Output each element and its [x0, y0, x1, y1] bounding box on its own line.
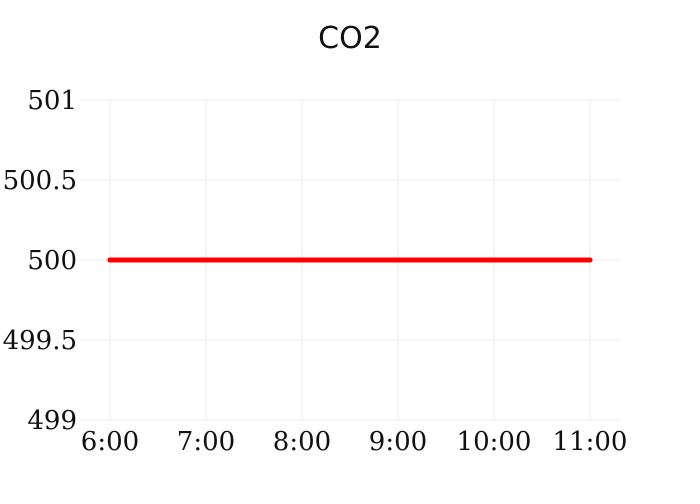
x-tick-label: 6:00 — [81, 427, 139, 457]
data-point — [587, 257, 593, 263]
y-tick-label: 500.5 — [3, 166, 77, 196]
data-point — [395, 257, 401, 263]
data-point — [107, 257, 113, 263]
series-layer — [107, 257, 593, 263]
y-tick-label: 500 — [27, 246, 77, 276]
x-axis-ticks: 6:00 7:00 8:00 9:00 10:00 11:00 — [81, 427, 628, 457]
x-tick-label: 9:00 — [369, 427, 427, 457]
data-point — [299, 257, 305, 263]
chart-title: CO2 — [318, 21, 382, 56]
y-axis-ticks: 499 499.5 500 500.5 501 — [3, 86, 77, 436]
x-tick-label: 11:00 — [553, 427, 628, 457]
data-point — [491, 257, 497, 263]
y-tick-label: 501 — [27, 86, 77, 116]
y-tick-label: 499.5 — [3, 326, 77, 356]
x-tick-label: 10:00 — [457, 427, 532, 457]
data-point — [203, 257, 209, 263]
x-tick-label: 7:00 — [177, 427, 235, 457]
x-tick-label: 8:00 — [273, 427, 331, 457]
y-tick-label: 499 — [27, 406, 77, 436]
